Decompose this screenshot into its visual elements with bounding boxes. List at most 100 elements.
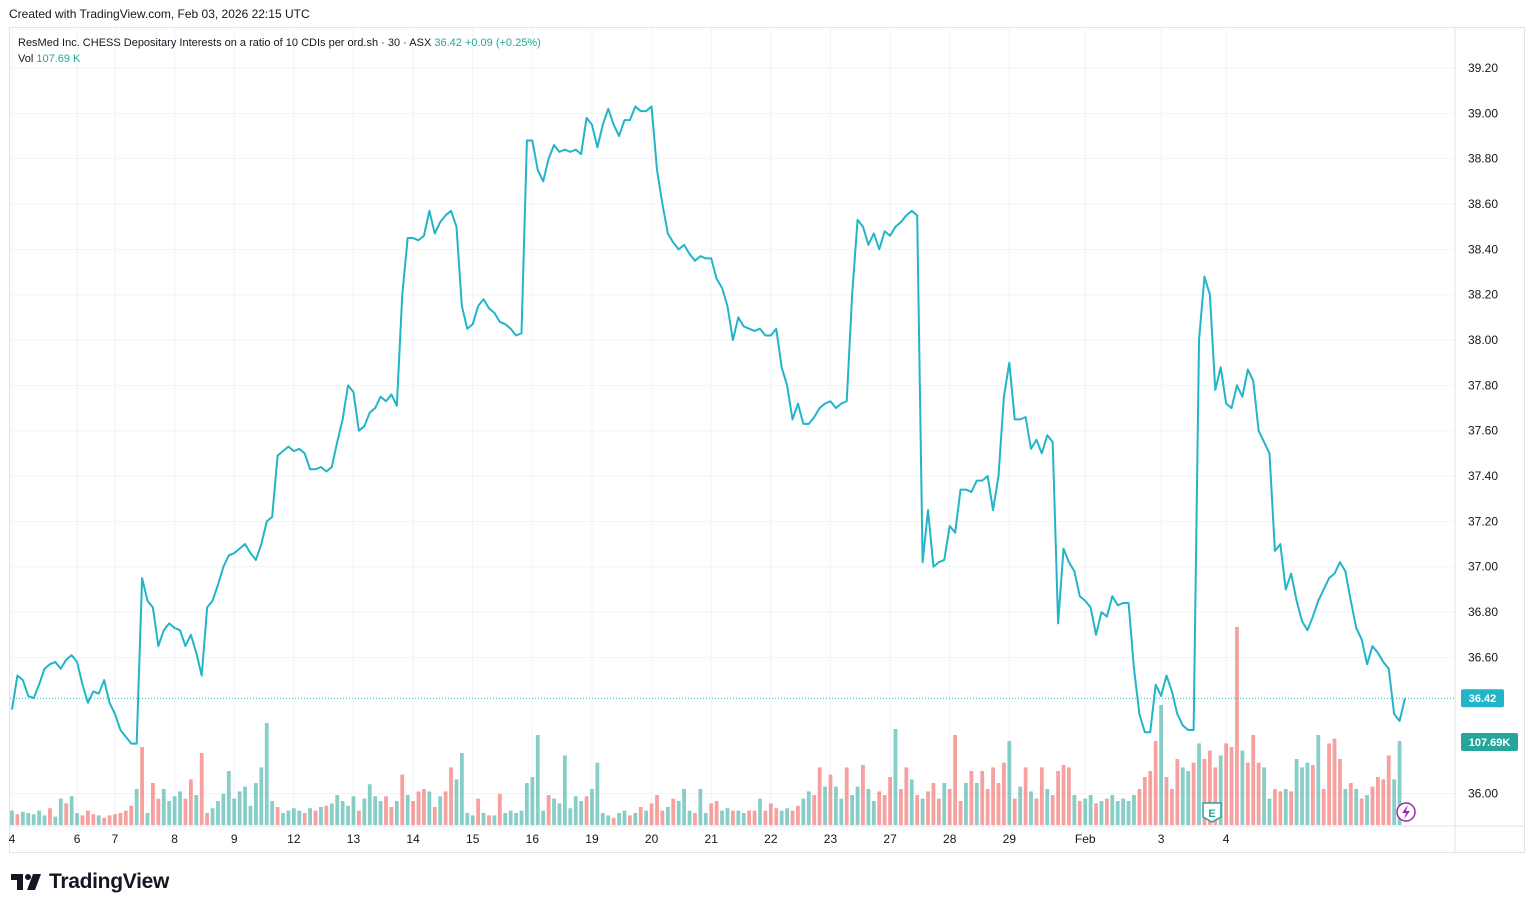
volume-bar [1018,786,1023,825]
volume-bar [628,815,632,825]
earnings-marker[interactable]: E [1202,802,1222,823]
volume-bar [1104,798,1109,825]
chart-caption: Created with TradingView.com, Feb 03, 20… [9,7,310,21]
volume-bar [1072,795,1077,825]
volume-bar [665,807,670,825]
volume-bar [617,813,621,825]
volume-bar [1392,779,1397,825]
volume-bar [714,801,719,825]
volume-bar [573,796,578,825]
volume-bar [1142,777,1147,825]
volume-bar [237,791,242,825]
volume-bar [1132,795,1136,825]
y-axis-tick-label: 36.60 [1468,650,1498,664]
y-axis-tick-label: 36.80 [1468,605,1498,619]
volume-bar [1245,762,1250,825]
volume-bar [1056,771,1060,825]
volume-bar [1137,789,1142,825]
volume-bar [1202,759,1207,825]
volume-bar [850,795,855,825]
volume-bar [1348,783,1353,825]
volume-bar [1397,741,1402,825]
volume-bar [1061,765,1066,825]
volume-bar [1034,798,1039,825]
volume-bar [443,791,448,825]
volume-bar [1262,767,1266,825]
volume-bar [909,779,914,825]
volume-bar [720,810,724,825]
volume-bar [817,767,822,825]
volume-bar [1039,767,1044,825]
volume-bar [866,789,871,825]
volume-bar [796,805,800,825]
x-axis-tick-label: 8 [171,832,178,846]
volume-bar [297,810,302,825]
volume-bar [378,801,383,825]
volume-bar [1099,801,1104,825]
volume-bar [172,796,177,825]
volume-bar [281,813,285,825]
volume-bar [216,801,220,825]
volume-bar [991,767,995,825]
volume-bar [1359,798,1364,825]
volume-bar [302,813,307,825]
volume-bar [1012,798,1017,825]
y-axis-tick-label: 36.00 [1468,786,1498,800]
volume-bar [275,807,280,825]
x-axis-tick-label: 6 [74,832,81,846]
volume-bar [1050,795,1055,825]
volume-bar [113,814,117,825]
volume-bar [535,735,540,825]
volume-bar [1273,789,1277,825]
volume-bar [1159,705,1163,825]
volume-bar [259,767,264,825]
volume-bar [790,810,795,825]
volume-bar [915,795,920,825]
volume-bar [243,786,247,825]
volume-bar [1283,789,1288,825]
volume-bar [1110,795,1115,825]
volume-bar [357,810,361,825]
volume-bar [1235,627,1239,825]
x-axis-tick-label: 4 [9,832,16,846]
volume-bar [1170,789,1174,825]
volume-bar [877,791,882,825]
volume-bar [31,814,36,825]
volume-bar [503,813,508,825]
volume-bar [1316,735,1321,825]
x-axis-tick-label: 13 [347,832,361,846]
volume-bar [351,796,356,825]
y-axis-tick-label: 38.60 [1468,197,1498,211]
volume-bar [129,805,134,825]
price-series-line[interactable] [11,105,1406,745]
volume-bar [178,791,182,825]
volume-bar [308,808,313,825]
volume-bar [42,815,47,825]
earnings-marker-shape [1202,802,1222,823]
volume-bar [497,793,502,825]
tradingview-logo[interactable]: TradingView [11,870,169,894]
volume-bar [1305,762,1310,825]
volume-bar [676,801,681,825]
volume-bar [1354,789,1359,825]
volume-bar [958,801,963,825]
volume-bar [1218,755,1223,825]
volume-bar [1386,755,1391,825]
price-badge-bg [1461,689,1504,708]
volume-bar [102,817,107,825]
volume-bar [931,783,936,825]
flash-marker[interactable] [1396,802,1416,822]
volume-bar [58,798,63,825]
volume-bar [985,789,990,825]
volume-bar [210,808,215,825]
volume-bar [53,816,58,825]
tradingview-logo-text: TradingView [49,870,170,893]
volume-bar [660,810,665,825]
volume-bar [427,791,432,825]
volume-bar [1213,767,1218,825]
volume-bar [1094,803,1098,825]
volume-bar [449,767,453,825]
volume-bar [671,798,676,825]
legend-symbol-text[interactable]: ResMed Inc. CHESS Depositary Interests o… [18,37,432,49]
